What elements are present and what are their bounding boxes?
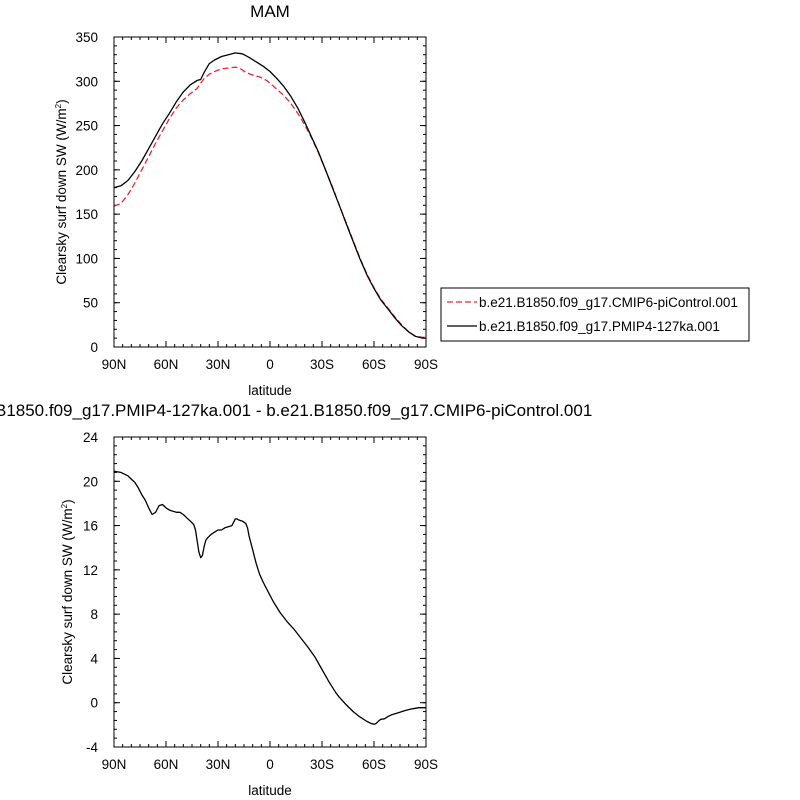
y-tick-label: 12 bbox=[83, 563, 98, 578]
y-tick-label: 4 bbox=[90, 651, 98, 666]
y-tick-label: 250 bbox=[75, 119, 98, 134]
legend: b.e21.B1850.f09_g17.CMIP6-piControl.001 … bbox=[440, 287, 750, 342]
x-tick-label: 30N bbox=[206, 357, 231, 372]
x-tick-label: 90N bbox=[102, 757, 127, 772]
x-tick-label: 30S bbox=[310, 757, 334, 772]
x-tick-label: 60N bbox=[154, 357, 179, 372]
y-tick-label: 350 bbox=[75, 30, 98, 45]
y-tick-label: 50 bbox=[83, 296, 98, 311]
x-tick-label: 0 bbox=[266, 757, 274, 772]
y-tick-label: 8 bbox=[90, 607, 98, 622]
series-line-difference bbox=[113, 470, 426, 725]
bottom-chart-marks: 90N 60N 30N 0 30S 60S 90S -4 0 4 8 12 16 20 24 bbox=[83, 430, 438, 772]
x-tick-label: 90N bbox=[102, 357, 127, 372]
y-tick-label: 200 bbox=[75, 163, 98, 178]
top-chart-panel: MAM 90N 60N 30N 0 30S 60S 90S 0 50 100 150 200 250 30… bbox=[54, 2, 438, 398]
x-tick-label: 30S bbox=[310, 357, 334, 372]
y-tick-label: 300 bbox=[75, 74, 98, 89]
x-tick-label: 90S bbox=[414, 757, 438, 772]
top-y-label-main: Clearsky surf down SW (W/m bbox=[54, 108, 69, 284]
y-tick-label: 100 bbox=[75, 251, 98, 266]
x-tick-label: 60S bbox=[362, 357, 386, 372]
bottom-y-label-main: Clearsky surf down SW (W/m bbox=[60, 508, 75, 684]
y-tick-label: 0 bbox=[90, 696, 98, 711]
y-tick-label: 24 bbox=[83, 430, 99, 445]
top-chart-title: MAM bbox=[250, 2, 290, 21]
x-tick-label: 60N bbox=[154, 757, 179, 772]
y-tick-label: 0 bbox=[90, 340, 98, 355]
bottom-chart-panel: b.e21.B1850.f09_g17.PMIP4-127ka.001 - b.… bbox=[0, 401, 592, 798]
bottom-y-label-close: ) bbox=[60, 499, 75, 504]
x-tick-label: 30N bbox=[206, 757, 231, 772]
top-plot-frame bbox=[113, 36, 427, 348]
bottom-y-label-superscript: 2 bbox=[60, 503, 69, 508]
bottom-chart-title: b.e21.B1850.f09_g17.PMIP4-127ka.001 - b.… bbox=[0, 401, 592, 420]
top-x-axis-label: latitude bbox=[248, 383, 292, 398]
top-chart-marks: 90N 60N 30N 0 30S 60S 90S 0 50 100 150 200 250 300 350 bbox=[75, 30, 438, 372]
series-line-127ka bbox=[113, 52, 426, 339]
legend-label-picontrol: b.e21.B1850.f09_g17.CMIP6-piControl.001 bbox=[479, 295, 738, 310]
x-tick-label: 60S bbox=[362, 757, 386, 772]
bottom-x-axis-label: latitude bbox=[248, 783, 292, 798]
y-tick-label: 150 bbox=[75, 207, 98, 222]
y-tick-label: -4 bbox=[86, 740, 98, 755]
x-tick-label: 0 bbox=[266, 357, 274, 372]
legend-box bbox=[440, 287, 750, 342]
top-y-axis-label: Clearsky surf down SW (W/m2) bbox=[54, 99, 69, 284]
top-y-label-close: ) bbox=[54, 99, 69, 104]
top-y-label-superscript: 2 bbox=[54, 103, 63, 108]
y-tick-label: 16 bbox=[83, 519, 98, 534]
bottom-plot-frame bbox=[113, 436, 427, 748]
x-tick-label: 90S bbox=[414, 357, 438, 372]
bottom-y-axis-label: Clearsky surf down SW (W/m2) bbox=[60, 499, 75, 684]
legend-label-127ka: b.e21.B1850.f09_g17.PMIP4-127ka.001 bbox=[479, 319, 720, 334]
y-tick-label: 20 bbox=[83, 474, 98, 489]
